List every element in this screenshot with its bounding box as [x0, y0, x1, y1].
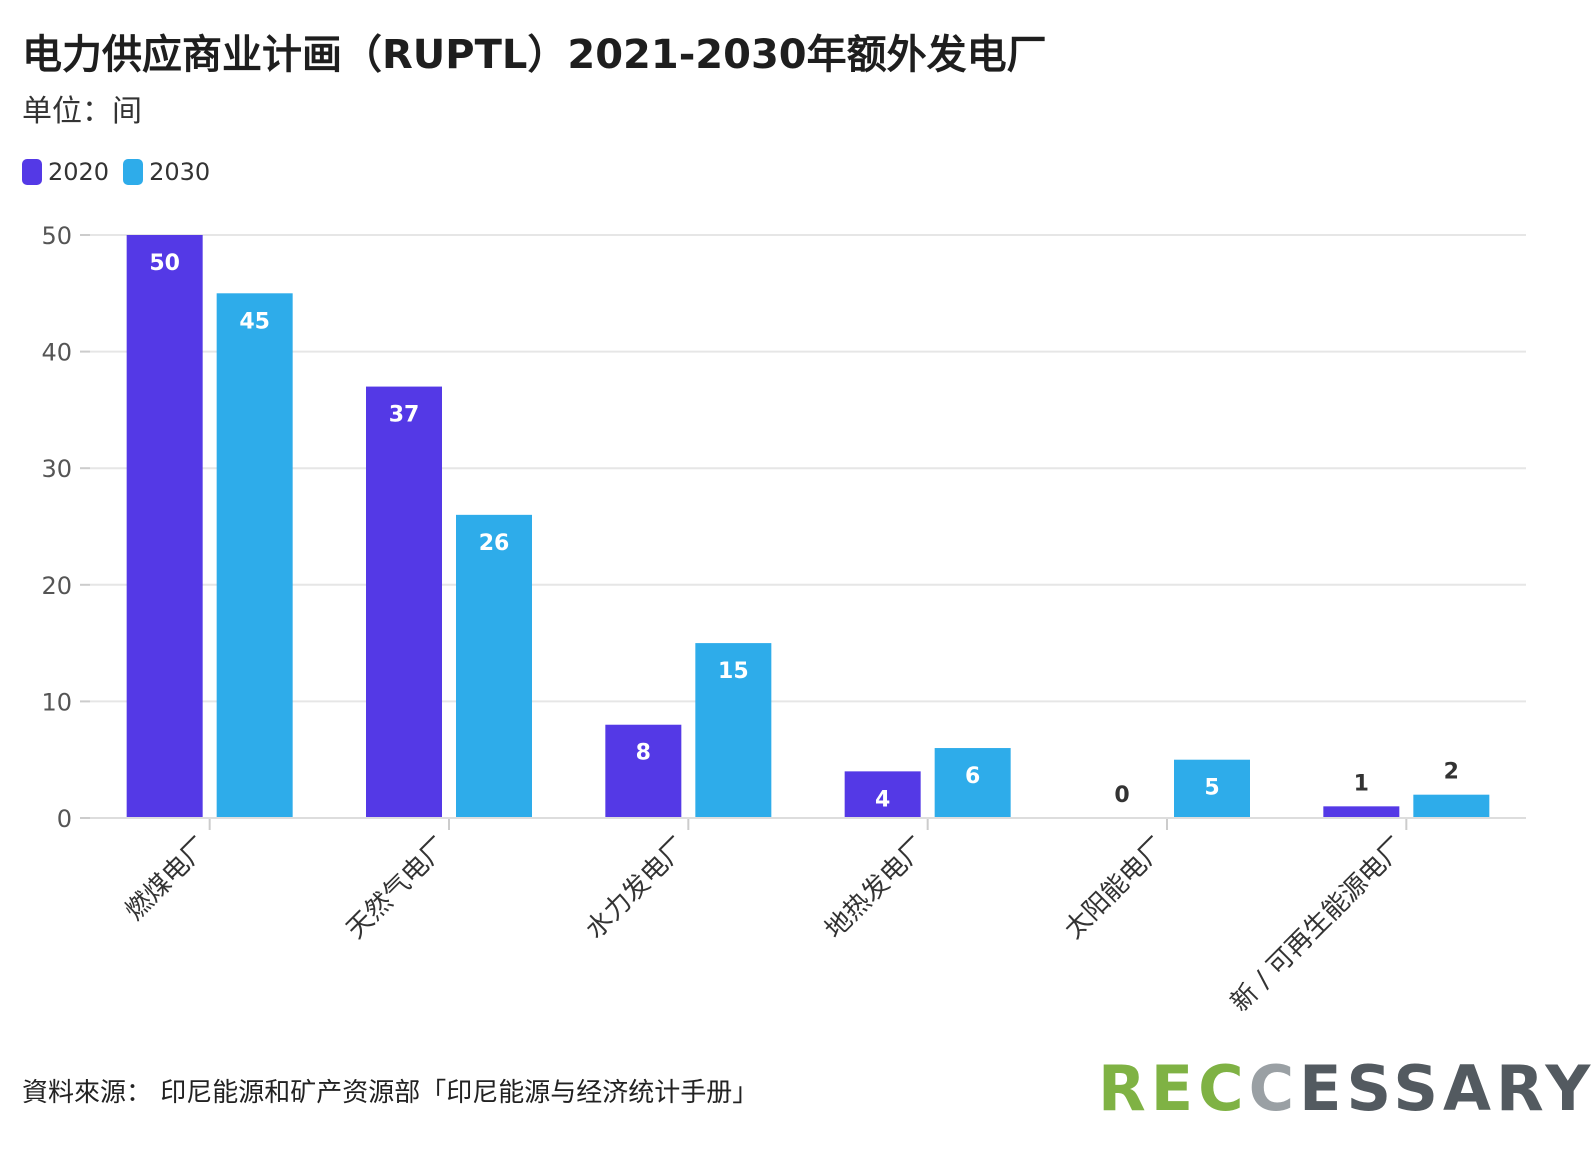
- bar-2020-1: [366, 386, 442, 818]
- data-label-2030-5: 2: [1444, 760, 1459, 785]
- legend-label-2020: 2020: [48, 158, 110, 186]
- bar-chart: 01020304050燃煤电厂5045天然气电厂3726水力发电厂815地热发电…: [41, 222, 1526, 1018]
- y-tick-label-20: 20: [41, 572, 72, 600]
- legend-item-2030[interactable]: 2030: [123, 158, 210, 186]
- data-label-2020-2: 8: [636, 741, 651, 766]
- data-label-2030-3: 6: [965, 764, 980, 789]
- logo-part-2: C: [1248, 1052, 1300, 1125]
- legend-item-2020[interactable]: 2020: [22, 158, 109, 186]
- data-label-2030-0: 45: [239, 309, 270, 334]
- bar-2030-1: [456, 514, 532, 818]
- legend: 2020 2030: [22, 158, 210, 186]
- x-tick-label-2: 水力发电厂: [580, 832, 693, 945]
- bar-2030-3: [934, 748, 1011, 818]
- y-tick-label-10: 10: [41, 688, 72, 716]
- bar-2020-0: [126, 235, 203, 818]
- bar-2030-4: [1174, 759, 1250, 818]
- reccessary-logo: RECCESSARY: [1098, 1052, 1592, 1125]
- x-tick-label-3: 地热发电厂: [819, 832, 932, 945]
- y-tick-label-50: 50: [41, 222, 72, 250]
- chart-subtitle: 单位：间: [22, 94, 142, 129]
- data-label-2020-4: 0: [1114, 783, 1129, 808]
- x-tick-label-1: 天然气电厂: [341, 832, 454, 945]
- x-tick-label-4: 太阳能电厂: [1059, 832, 1172, 945]
- legend-label-2030: 2030: [149, 158, 211, 186]
- logo-part-1: REC: [1098, 1052, 1249, 1125]
- data-label-2020-5: 1: [1354, 771, 1369, 796]
- y-tick-label-40: 40: [41, 339, 72, 367]
- data-label-2020-1: 37: [389, 403, 420, 428]
- source-note: 資料來源： 印尼能源和矿产资源部「印尼能源与经济统计手册」: [22, 1078, 759, 1108]
- data-label-2030-4: 5: [1204, 776, 1219, 801]
- y-tick-label-30: 30: [41, 455, 72, 483]
- data-label-2020-3: 4: [875, 787, 890, 812]
- legend-swatch-2030: [123, 159, 144, 185]
- bar-2020-5: [1323, 806, 1400, 818]
- data-label-2020-0: 50: [149, 251, 180, 276]
- data-label-2030-2: 15: [718, 659, 749, 684]
- bar-2030-2: [695, 643, 772, 818]
- chart-title: 电力供应商业计画（RUPTL）2021-2030年额外发电厂: [22, 32, 1047, 78]
- bar-2030-0: [216, 293, 293, 818]
- x-tick-label-0: 燃煤电厂: [120, 832, 215, 927]
- logo-part-3: ESSARY: [1299, 1052, 1592, 1125]
- bar-2020-2: [605, 724, 682, 818]
- y-tick-label-0: 0: [57, 805, 72, 833]
- bar-2020-3: [844, 771, 921, 818]
- x-tick-label-5: 新 / 可再生能源电厂: [1225, 832, 1411, 1018]
- data-label-2030-1: 26: [479, 531, 510, 556]
- legend-swatch-2020: [22, 159, 42, 185]
- bar-2030-5: [1413, 794, 1490, 818]
